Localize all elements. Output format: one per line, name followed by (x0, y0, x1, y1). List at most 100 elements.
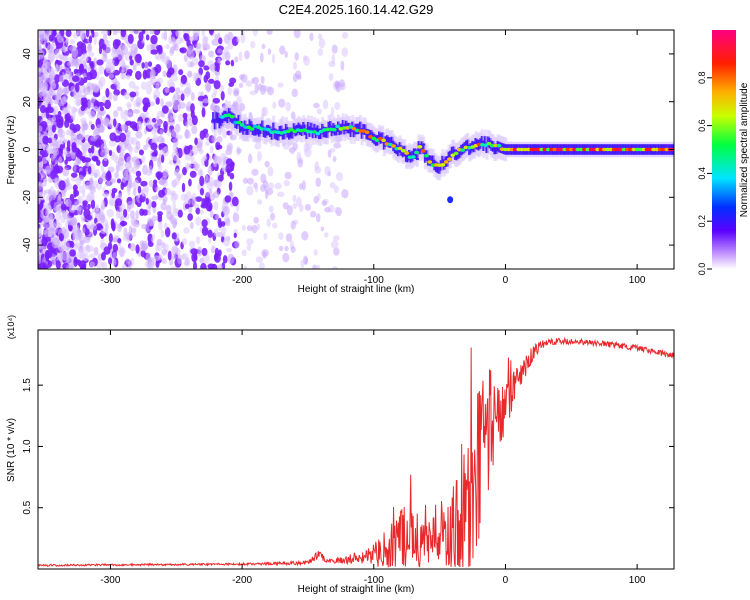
noise-speckle (114, 39, 121, 47)
noise-speckle (171, 254, 177, 260)
ridge-core (420, 149, 426, 153)
ridge-core (443, 160, 449, 164)
ridge-core (568, 147, 574, 152)
top-x-axis-label: Height of straight line (km) (298, 284, 415, 295)
noise-speckle (125, 130, 131, 139)
ridge-band (431, 155, 435, 166)
noise-speckle (101, 95, 106, 104)
noise-speckle (267, 166, 274, 177)
noise-speckle (38, 30, 45, 36)
noise-speckle (87, 165, 92, 175)
ridge-core (256, 125, 261, 130)
noise-speckle (304, 203, 312, 211)
noise-speckle (248, 153, 253, 164)
noise-speckle (98, 65, 105, 75)
noise-speckle (54, 163, 60, 175)
noise-speckle (41, 63, 48, 71)
noise-speckle (224, 195, 232, 203)
noise-speckle (208, 30, 214, 36)
noise-speckle (168, 86, 176, 93)
noise-speckle (217, 48, 223, 54)
ridge-band (436, 162, 440, 174)
ridge-band (408, 149, 412, 161)
noise-speckle (95, 223, 103, 231)
noise-speckle (199, 209, 204, 215)
noise-speckle (38, 81, 41, 92)
noise-speckle (38, 155, 43, 163)
noise-speckle (41, 192, 46, 201)
noise-speckle (54, 63, 59, 74)
noise-speckle (148, 165, 153, 174)
noise-speckle (210, 245, 217, 254)
noise-speckle (207, 229, 213, 239)
ridge-core (249, 127, 255, 131)
noise-speckle (116, 30, 121, 34)
noise-speckle (140, 155, 146, 164)
noise-speckle (63, 138, 68, 144)
ridge-band (365, 128, 369, 140)
noise-speckle (81, 189, 86, 198)
ridge-core (598, 147, 604, 152)
bottom-plot-frame (37, 329, 675, 570)
noise-speckle (220, 221, 226, 227)
ridge-core (236, 120, 242, 125)
noise-speckle (246, 225, 253, 232)
noise-speckle (108, 199, 116, 207)
noise-speckle (213, 200, 219, 211)
ridge-core (611, 147, 617, 152)
ridge-core (549, 147, 554, 152)
noise-speckle (228, 82, 235, 88)
noise-speckle (222, 255, 228, 264)
noise-speckle (236, 148, 242, 154)
noise-speckle (162, 70, 167, 78)
noise-speckle (285, 101, 291, 112)
noise-speckle (197, 141, 203, 152)
noise-speckle (171, 128, 179, 138)
ridge-core (621, 147, 627, 152)
noise-speckle (172, 75, 179, 82)
noise-speckle (65, 30, 72, 38)
noise-speckle (186, 82, 191, 91)
noise-speckle (227, 253, 235, 265)
noise-speckle (96, 258, 103, 269)
noise-speckle (171, 150, 180, 161)
noise-speckle (292, 203, 297, 209)
noise-speckle (79, 170, 87, 176)
x-tick-label: 100 (629, 575, 646, 586)
top-y-axis-label: Frequency (Hz) (6, 116, 17, 185)
noise-speckle (210, 50, 215, 59)
noise-speckle (340, 60, 345, 71)
noise-speckle (74, 224, 80, 231)
noise-speckle (178, 113, 183, 123)
colorbar-tick-label: 0.8 (697, 72, 707, 85)
noise-speckle (207, 263, 216, 269)
noise-speckle (181, 182, 186, 193)
ridge-band (218, 117, 222, 129)
noise-speckle (156, 119, 163, 126)
noise-speckle (150, 49, 158, 55)
noise-speckle (141, 240, 149, 251)
noise-speckle (74, 258, 79, 264)
noise-speckle (135, 210, 139, 220)
noise-speckle (40, 76, 47, 82)
noise-speckle (278, 245, 284, 251)
noise-speckle (284, 245, 289, 252)
noise-speckle (200, 262, 207, 269)
noise-speckle (39, 143, 47, 149)
noise-speckle (53, 236, 59, 245)
y-tick-label: 20 (22, 96, 33, 108)
noise-speckle (45, 211, 49, 216)
noise-speckle (122, 169, 129, 177)
noise-speckle (180, 74, 188, 85)
ridge-band (441, 155, 445, 167)
noise-speckle (257, 83, 263, 91)
noise-speckle (65, 37, 69, 46)
ridge-band (262, 126, 266, 137)
ridge-band (352, 126, 356, 138)
noise-speckle (262, 251, 267, 259)
noise-speckle (115, 198, 123, 207)
noise-speckle (64, 119, 70, 129)
y-tick-label: 0.5 (22, 500, 33, 514)
noise-speckle (266, 218, 271, 227)
noise-speckle (58, 208, 63, 215)
